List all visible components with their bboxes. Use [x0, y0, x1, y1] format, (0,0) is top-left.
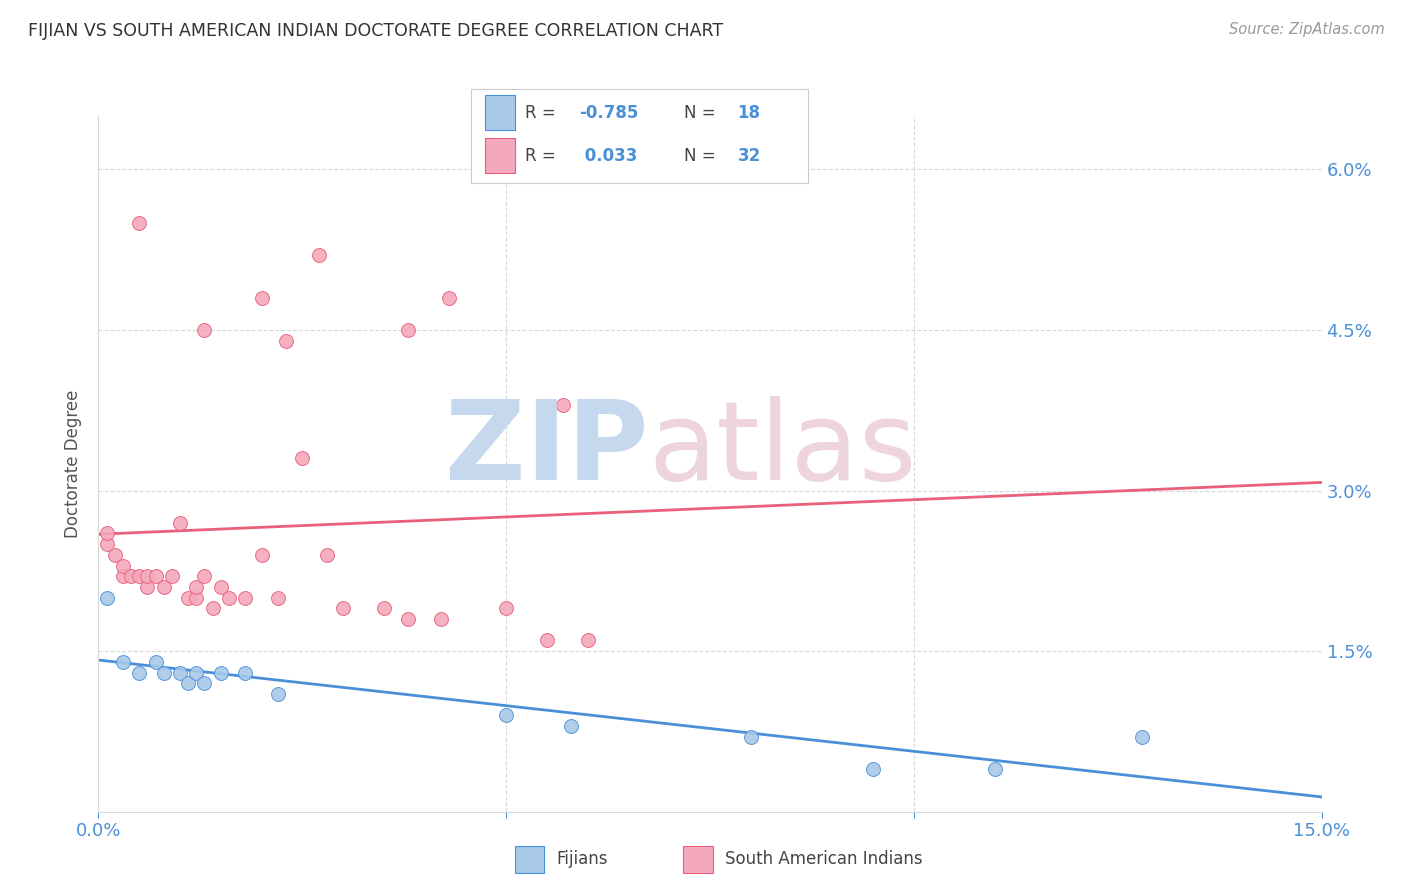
- Point: [193, 323, 215, 337]
- Point: [740, 730, 762, 744]
- Point: [862, 762, 884, 776]
- Point: [396, 612, 419, 626]
- Point: [177, 676, 200, 690]
- Point: [177, 591, 200, 605]
- Point: [495, 708, 517, 723]
- Point: [193, 569, 215, 583]
- Point: [111, 569, 134, 583]
- Text: -0.785: -0.785: [579, 103, 638, 121]
- Point: [250, 291, 273, 305]
- Point: [437, 291, 460, 305]
- Point: [186, 591, 208, 605]
- Point: [152, 665, 174, 680]
- Point: [430, 612, 453, 626]
- Point: [332, 601, 354, 615]
- Point: [536, 633, 558, 648]
- FancyBboxPatch shape: [485, 138, 515, 173]
- Point: [160, 569, 183, 583]
- Point: [104, 548, 127, 562]
- Text: 32: 32: [738, 146, 761, 165]
- Point: [128, 569, 150, 583]
- Text: 0.033: 0.033: [579, 146, 637, 165]
- Point: [233, 665, 256, 680]
- Text: N =: N =: [683, 146, 716, 165]
- Text: N =: N =: [683, 103, 716, 121]
- Point: [396, 323, 419, 337]
- Point: [186, 580, 208, 594]
- Point: [128, 665, 150, 680]
- Point: [209, 580, 232, 594]
- Point: [152, 580, 174, 594]
- Point: [136, 569, 159, 583]
- Text: 18: 18: [738, 103, 761, 121]
- FancyBboxPatch shape: [485, 95, 515, 130]
- Point: [250, 548, 273, 562]
- Point: [145, 569, 167, 583]
- Text: R =: R =: [524, 103, 555, 121]
- Point: [193, 676, 215, 690]
- Point: [233, 591, 256, 605]
- Point: [201, 601, 224, 615]
- Point: [218, 591, 240, 605]
- Point: [274, 334, 297, 348]
- Point: [128, 216, 150, 230]
- Point: [111, 558, 134, 573]
- FancyBboxPatch shape: [683, 847, 713, 873]
- Point: [169, 665, 191, 680]
- Text: Fijians: Fijians: [557, 849, 609, 868]
- Point: [145, 655, 167, 669]
- Text: Source: ZipAtlas.com: Source: ZipAtlas.com: [1229, 22, 1385, 37]
- Point: [373, 601, 395, 615]
- Point: [209, 665, 232, 680]
- Point: [186, 665, 208, 680]
- Point: [267, 591, 290, 605]
- Text: South American Indians: South American Indians: [725, 849, 924, 868]
- Point: [553, 398, 575, 412]
- Point: [96, 537, 118, 551]
- Point: [291, 451, 314, 466]
- Text: atlas: atlas: [650, 396, 917, 503]
- Text: ZIP: ZIP: [446, 396, 650, 503]
- Point: [315, 548, 337, 562]
- FancyBboxPatch shape: [515, 847, 544, 873]
- Point: [111, 655, 134, 669]
- Point: [267, 687, 290, 701]
- Text: FIJIAN VS SOUTH AMERICAN INDIAN DOCTORATE DEGREE CORRELATION CHART: FIJIAN VS SOUTH AMERICAN INDIAN DOCTORAT…: [28, 22, 723, 40]
- Point: [96, 591, 118, 605]
- Y-axis label: Doctorate Degree: Doctorate Degree: [65, 390, 83, 538]
- Point: [1130, 730, 1153, 744]
- Point: [308, 248, 330, 262]
- Point: [136, 580, 159, 594]
- Point: [560, 719, 582, 733]
- Point: [120, 569, 142, 583]
- Point: [169, 516, 191, 530]
- Point: [96, 526, 118, 541]
- Point: [984, 762, 1007, 776]
- Text: R =: R =: [524, 146, 555, 165]
- Point: [495, 601, 517, 615]
- Point: [576, 633, 599, 648]
